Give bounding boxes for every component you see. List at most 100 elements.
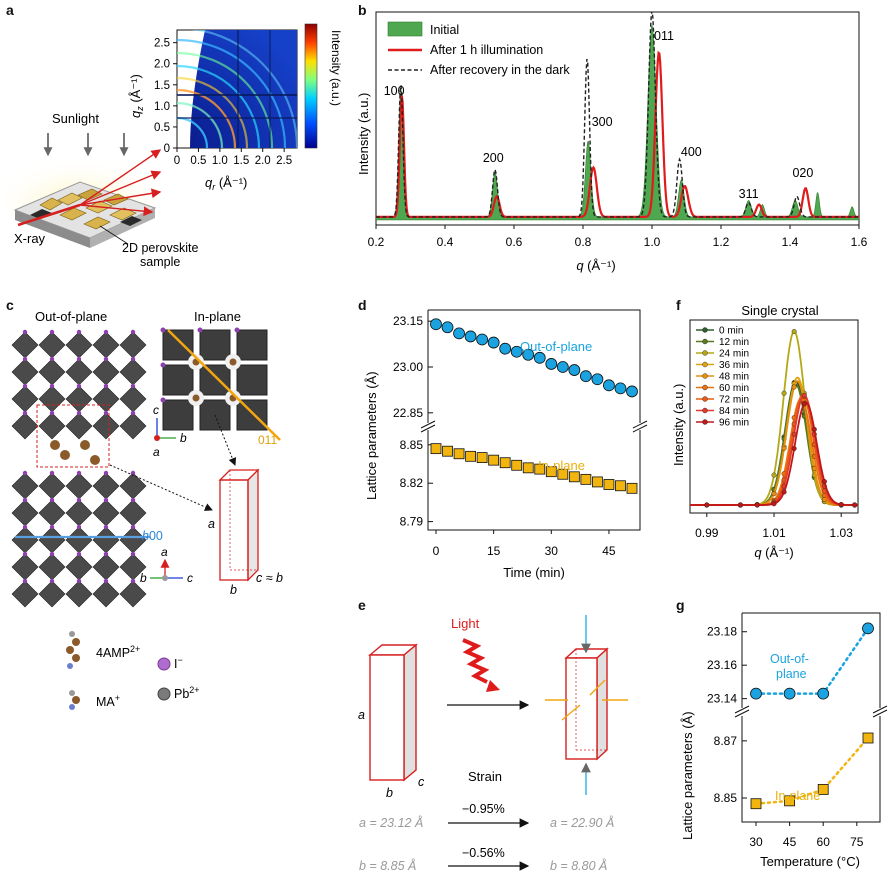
- in-plane-octahedron: [236, 329, 268, 361]
- e-a-after: a = 22.90 Å: [550, 815, 614, 830]
- iodide-atom: [130, 497, 136, 503]
- d-lower-tick-label: 8.79: [400, 515, 424, 529]
- d-in-plane-point: [592, 476, 603, 488]
- iodide-icon: [157, 657, 171, 671]
- e-b-label: b: [386, 786, 393, 800]
- amp-molecule-oop: [50, 440, 100, 465]
- iodide-atom: [49, 524, 55, 530]
- f-marker: [791, 446, 797, 452]
- pbi6-octahedron: [11, 472, 39, 500]
- g-out-of-plane-point: [817, 687, 830, 700]
- panel-b-x-tick-label: 1.2: [713, 235, 730, 249]
- pbi6-octahedron: [92, 358, 120, 386]
- panel-b-peak-labels: 100 200 300 011 400 311 020: [384, 29, 814, 201]
- f-marker: [801, 401, 807, 407]
- giwaxs-x-tick-label: 0: [174, 155, 180, 167]
- panel-g-y-ticks: 23.18 23.16 23.14 8.87 8.85: [707, 625, 747, 805]
- pbi6-octahedron: [65, 553, 93, 581]
- panel-g-points: [750, 622, 874, 810]
- g-in-plane-point: [817, 784, 829, 795]
- xray-beam: [17, 203, 81, 227]
- f-legend-label: 96 min: [719, 418, 749, 429]
- zoom-arrow-ip: [214, 414, 237, 466]
- d-out-of-plane-point: [487, 336, 500, 349]
- g-in-plane-line: [754, 736, 870, 805]
- pbi6-octahedron: [65, 526, 93, 554]
- pbi6-octahedron: [38, 331, 66, 359]
- d-upper-tick-label: 23.15: [393, 314, 423, 328]
- f-legend-label: 60 min: [719, 383, 749, 394]
- iodide-atom: [130, 470, 136, 476]
- iodide-atom: [234, 327, 240, 333]
- panel-b-legend: Initial After 1 h illumination After rec…: [387, 21, 570, 77]
- pbi6-octahedron: [119, 499, 147, 527]
- d-out-of-plane-point: [430, 318, 442, 331]
- f-legend-marker: [702, 373, 708, 379]
- d-in-plane-point: [580, 473, 592, 485]
- pbi6-octahedron: [119, 580, 147, 608]
- panel-d-x-ticks: 0 15 30 45: [433, 530, 616, 558]
- d-upper-tick-label: 22.85: [393, 406, 423, 420]
- e-a-before: a = 23.12 Å: [359, 815, 423, 830]
- light-arrowhead: [486, 680, 500, 692]
- panel-f-frame: [689, 319, 859, 514]
- series-dark-recovery: [376, 12, 859, 218]
- iodide-atom: [103, 470, 109, 476]
- in-plane-octahedron: [199, 364, 231, 396]
- iodide-atom: [130, 410, 136, 416]
- d-out-of-plane-point: [603, 379, 615, 392]
- pbi6-octahedron: [38, 472, 66, 500]
- f-marker: [821, 479, 827, 485]
- g-x-tick-label: 60: [817, 835, 831, 849]
- box-a-label: a: [208, 517, 215, 531]
- amp-atom: [192, 394, 200, 402]
- pbi6-octahedron: [92, 412, 120, 440]
- iodide-atom: [49, 551, 55, 557]
- e-strain-label: Strain: [468, 769, 502, 784]
- d-out-of-plane-point: [591, 373, 604, 386]
- f-legend-marker: [702, 361, 708, 368]
- d-out-of-plane-point: [522, 348, 535, 361]
- sample-label-2: sample: [140, 255, 180, 269]
- f-marker: [781, 489, 787, 495]
- iodide-atom: [22, 497, 28, 503]
- iodide-atom: [103, 356, 109, 362]
- panel-f-xlabel: q (Å⁻¹): [754, 545, 793, 560]
- peak-label: 100: [384, 84, 405, 98]
- panel-g-xlabel: Temperature (°C): [760, 854, 860, 869]
- d-out-of-plane-point: [453, 327, 465, 340]
- e-b-before: b = 8.85 Å: [359, 858, 416, 873]
- giwaxs-map: 0 0.5 1.0 1.5 2.0 2.5 0 0.5 1.0 1.5 2.0 2.5 qr (Å⁻…: [128, 23, 343, 192]
- iodide-atom: [103, 383, 109, 389]
- peak-label: 300: [592, 115, 613, 129]
- zoom-arrow-oop: [109, 464, 213, 511]
- sunlight-label: Sunlight: [52, 111, 99, 126]
- d-in-plane-point: [545, 466, 557, 478]
- d-out-of-plane-point: [441, 321, 454, 334]
- scatter-ray-3: [79, 188, 162, 206]
- g-out-of-plane-point: [783, 687, 796, 700]
- f-legend-marker: [702, 419, 708, 425]
- d-in-plane-point: [522, 462, 534, 474]
- legend-swatch-initial: [387, 21, 423, 37]
- d-in-plane-label: In-plane: [538, 458, 585, 473]
- iodide-atom: [22, 383, 28, 389]
- g-upper-tick-label: 23.14: [707, 692, 737, 706]
- pbi6-octahedron: [65, 499, 93, 527]
- iodide-atom: [103, 410, 109, 416]
- e-b-after: b = 8.80 Å: [550, 858, 607, 873]
- panel-b-x-tick-label: 0.6: [506, 235, 523, 249]
- iodide-atom: [130, 524, 136, 530]
- unit-cell-outline: [36, 404, 110, 468]
- f-legend-marker: [702, 396, 708, 402]
- giwaxs-x-tick-label: 0.5: [190, 155, 206, 167]
- pbi6-octahedron: [92, 553, 120, 581]
- g-upper-tick-label: 23.16: [707, 658, 737, 672]
- iodide-atom: [22, 578, 28, 584]
- pbi6-octahedron: [119, 412, 147, 440]
- pbi6-octahedron: [11, 412, 39, 440]
- pbi6-octahedron: [11, 526, 39, 554]
- iodide-atom: [76, 410, 82, 416]
